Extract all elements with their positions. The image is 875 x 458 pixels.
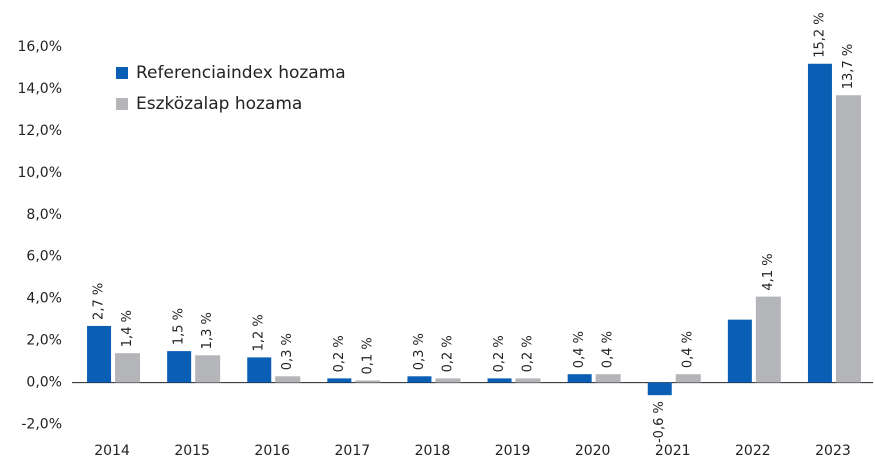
bar — [195, 355, 221, 383]
bar — [407, 376, 432, 383]
x-tick-label: 2020 — [575, 443, 611, 458]
bar — [167, 351, 192, 383]
y-tick-label: 12,0% — [18, 123, 62, 139]
bar — [807, 63, 832, 383]
bar — [835, 95, 861, 383]
bar — [595, 374, 621, 383]
x-tick-label: 2022 — [735, 443, 771, 458]
bar — [275, 376, 301, 383]
bar — [567, 374, 592, 383]
x-tick-label: 2016 — [254, 443, 290, 458]
bar — [435, 378, 461, 383]
legend-swatch — [116, 67, 128, 79]
value-label: 0,4 % — [681, 331, 696, 368]
bar — [727, 319, 752, 383]
bar — [755, 296, 781, 383]
y-tick-label: -2,0% — [21, 417, 62, 433]
value-label: -0,6 % — [652, 401, 667, 443]
bar — [115, 353, 141, 383]
value-label: 4,1 % — [761, 253, 776, 290]
value-label: 1,2 % — [252, 314, 267, 351]
value-label: 0,3 % — [412, 333, 427, 370]
value-label: 0,2 % — [492, 335, 507, 372]
value-label: 0,2 % — [440, 335, 455, 372]
x-tick-label: 2021 — [655, 443, 691, 458]
legend-label: Referenciaindex hozama — [136, 63, 346, 83]
x-tick-label: 2015 — [174, 443, 210, 458]
value-label: 0,4 % — [572, 331, 587, 368]
value-label: 13,7 % — [841, 44, 856, 89]
value-label: 0,3 % — [280, 333, 295, 370]
legend-swatch — [116, 98, 128, 110]
bar — [355, 380, 381, 383]
x-tick-label: 2014 — [94, 443, 130, 458]
legend-label: Eszközalap hozama — [136, 94, 302, 114]
bar — [675, 374, 701, 383]
bar — [247, 357, 272, 383]
y-tick-label: 4,0% — [26, 291, 62, 307]
x-tick-label: 2018 — [415, 443, 451, 458]
value-label: 2,7 % — [92, 283, 107, 320]
x-tick-label: 2019 — [495, 443, 531, 458]
bar — [87, 325, 112, 383]
value-label: 0,2 % — [521, 335, 536, 372]
value-label: 15,2 % — [812, 12, 827, 57]
x-tick-label: 2023 — [815, 443, 851, 458]
y-tick-label: 16,0% — [18, 39, 62, 55]
y-tick-label: 10,0% — [18, 165, 62, 181]
y-tick-label: 6,0% — [26, 249, 62, 265]
x-tick-label: 2017 — [335, 443, 371, 458]
y-tick-label: 8,0% — [26, 207, 62, 223]
value-label: 0,1 % — [360, 337, 375, 374]
bar — [515, 378, 541, 383]
bar — [327, 378, 352, 383]
value-label: 1,5 % — [172, 308, 187, 345]
value-label: 0,4 % — [601, 331, 616, 368]
value-label: 0,2 % — [332, 335, 347, 372]
value-label: 1,4 % — [120, 310, 135, 347]
bar — [647, 382, 672, 396]
value-label: 1,3 % — [200, 312, 215, 349]
y-tick-label: 0,0% — [26, 375, 62, 391]
y-tick-label: 2,0% — [26, 333, 62, 349]
bar — [487, 378, 512, 383]
y-tick-label: 14,0% — [18, 81, 62, 97]
